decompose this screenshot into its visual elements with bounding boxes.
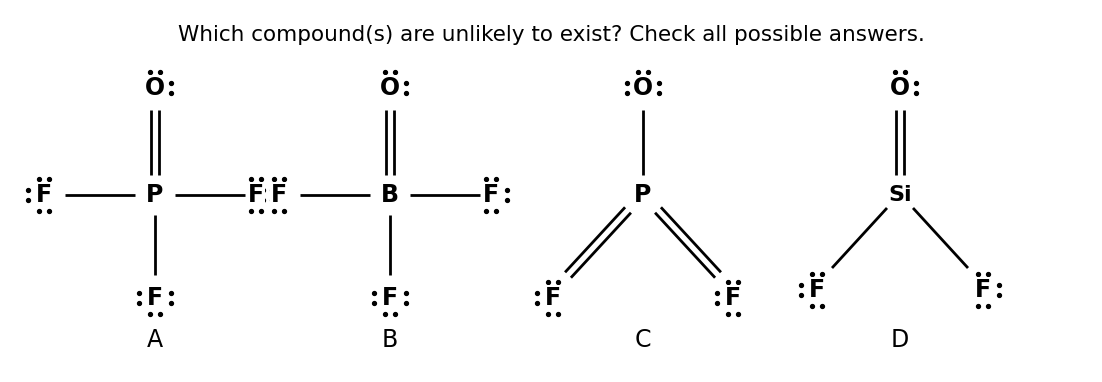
Text: Si: Si	[888, 185, 911, 205]
Text: F: F	[725, 286, 741, 310]
Text: F: F	[147, 286, 163, 310]
Text: F: F	[36, 183, 52, 207]
Text: F: F	[271, 183, 287, 207]
Text: O: O	[380, 76, 400, 100]
Text: O: O	[145, 76, 165, 100]
Text: P: P	[147, 183, 164, 207]
Text: A: A	[147, 328, 163, 352]
Text: P: P	[635, 183, 651, 207]
Text: F: F	[809, 278, 825, 302]
Text: F: F	[248, 183, 264, 207]
Text: C: C	[635, 328, 651, 352]
Text: F: F	[483, 183, 499, 207]
Text: F: F	[382, 286, 398, 310]
Text: O: O	[890, 76, 910, 100]
Text: B: B	[382, 328, 398, 352]
Text: F: F	[544, 286, 561, 310]
Text: Which compound(s) are unlikely to exist? Check all possible answers.: Which compound(s) are unlikely to exist?…	[177, 25, 925, 45]
Text: D: D	[890, 328, 909, 352]
Text: F: F	[975, 278, 991, 302]
Text: O: O	[633, 76, 653, 100]
Text: B: B	[381, 183, 399, 207]
